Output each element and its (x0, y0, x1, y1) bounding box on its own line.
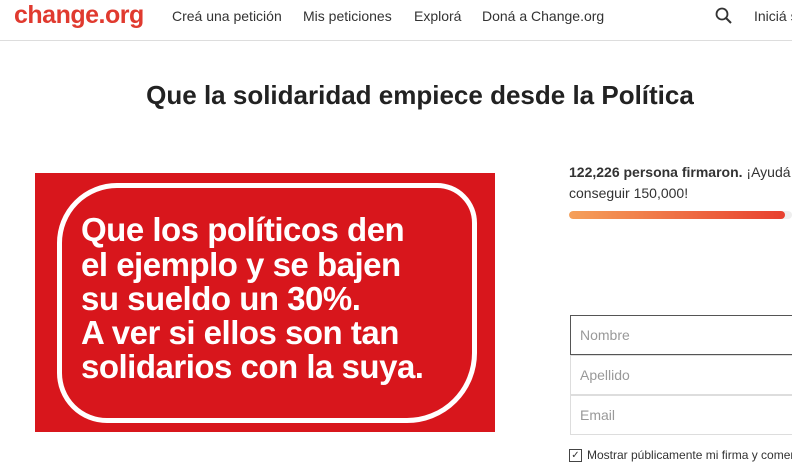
image-text: Que los políticos den (81, 211, 405, 248)
nav-link[interactable]: Explorá (414, 8, 462, 24)
signature-line: 122,226 persona firmaron. ¡Ayudá a (569, 164, 792, 180)
nav-link[interactable]: Mis peticiones (303, 8, 392, 24)
petition-title: Que la solidaridad empiece desde la Polí… (146, 80, 694, 110)
logo[interactable]: change.org (14, 1, 144, 29)
login-link[interactable]: Iniciá s (754, 8, 792, 24)
signature-count: 122,226 persona firmaron. (569, 164, 743, 180)
input-field[interactable]: Apellido (570, 355, 792, 395)
checkbox[interactable]: ✓ (569, 449, 582, 462)
input-field[interactable]: Email (570, 395, 792, 435)
image-text: A ver si ellos son tan (81, 314, 399, 351)
nav-link[interactable]: Doná a Change.org (482, 8, 605, 24)
image-text: su sueldo un 30%. (81, 280, 361, 317)
input-field[interactable]: Nombre (570, 315, 792, 355)
signature-call: ¡Ayudá a (746, 164, 792, 180)
signature-call: conseguir 150,000! (569, 185, 689, 201)
progress-bar (569, 211, 792, 219)
petition-image: Que los políticos den el ejemplo y se ba… (35, 173, 495, 432)
checkbox-label[interactable]: Mostrar públicamente mi firma y comenta (587, 448, 792, 462)
header: change.org Creá una petición Mis peticio… (0, 0, 792, 41)
image-text: el ejemplo y se bajen (81, 246, 401, 283)
nav-link[interactable]: Creá una petición (172, 8, 282, 24)
image-text: solidarios con la suya. (81, 348, 424, 385)
search-icon[interactable] (715, 7, 733, 25)
